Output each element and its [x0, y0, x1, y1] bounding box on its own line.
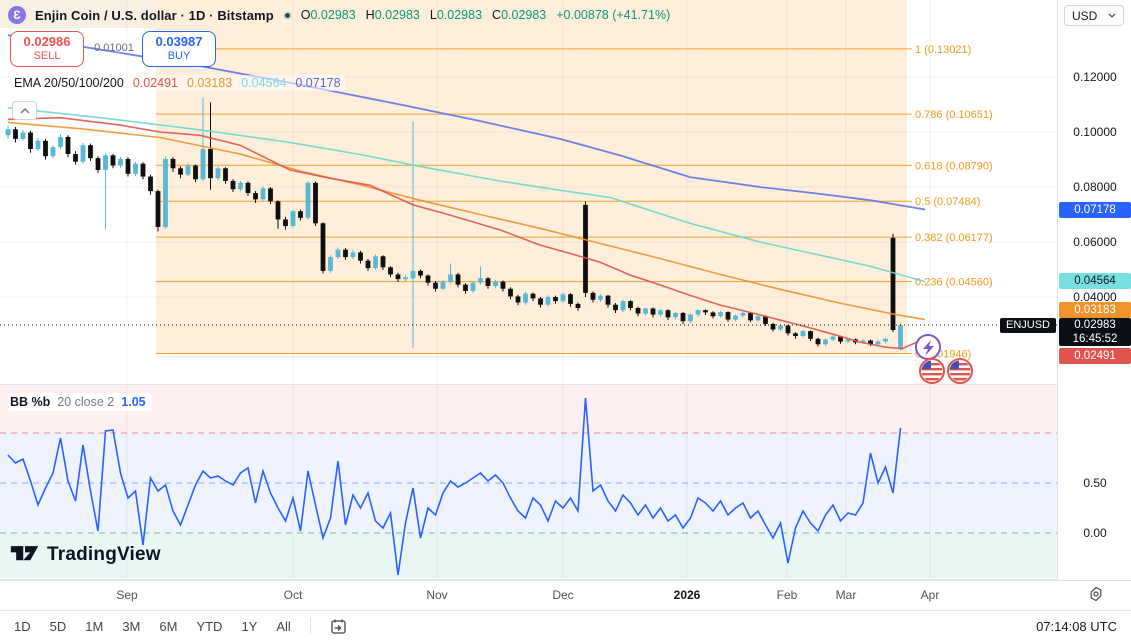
ema20-line	[7, 116, 926, 350]
price-tick-label: 0.10000	[1073, 125, 1117, 139]
clock-utc[interactable]: 07:14:08 UTC	[1036, 618, 1117, 634]
price-tick-label: 0.04000	[1073, 290, 1117, 304]
indicator-price-label: 0.07178	[1059, 202, 1131, 218]
fib-level-label: 0.786 (0.10651)	[915, 109, 993, 121]
bottom-toolbar: 1D 5D 1M 3M 6M YTD 1Y All 07:14:08 UTC	[0, 610, 1131, 641]
collapse-pane-button[interactable]	[12, 101, 37, 120]
ohlc-values: O0.02983 H0.02983 L0.02983 C0.02983 +0.0…	[300, 8, 671, 22]
ema50-line	[7, 121, 926, 321]
fib-level-label: 0.5 (0.07484)	[915, 196, 980, 208]
enjin-logo-icon: Ɛ	[8, 6, 26, 24]
buy-button[interactable]: 0.03987 BUY	[142, 31, 216, 67]
settings-gear-icon[interactable]	[1088, 586, 1104, 602]
bb-tick-label: 0.00	[1083, 526, 1107, 540]
range-button-3m[interactable]: 3M	[122, 618, 141, 634]
sell-button[interactable]: 0.02986 SELL	[10, 31, 84, 67]
go-to-date-button[interactable]	[330, 618, 347, 635]
range-button-1m[interactable]: 1M	[85, 618, 104, 634]
indicator-price-label: 0.03183	[1059, 302, 1131, 318]
spread-value: 0.01001	[94, 42, 134, 54]
time-axis-label: Mar	[835, 588, 857, 602]
symbol-header: Ɛ Enjin Coin / U.S. dollar · 1D · Bitsta…	[8, 4, 670, 26]
lightning-event-icon[interactable]	[915, 334, 941, 360]
bb-indicator-legend[interactable]: BB %b 20 close 2 1.05	[8, 393, 152, 411]
price-tick-label: 0.12000	[1073, 70, 1117, 84]
time-axis-label: Oct	[283, 588, 303, 602]
change-value: +0.00878 (+41.71%)	[556, 8, 671, 22]
indicator-price-label: 0.02491	[1059, 348, 1131, 364]
time-axis-label: 2026	[673, 588, 701, 602]
bb-current-value: 1.05	[121, 395, 146, 409]
range-button-ytd[interactable]: YTD	[196, 618, 223, 634]
currency-dropdown[interactable]: USD	[1064, 5, 1124, 26]
bar-countdown: 16:45:52	[1072, 333, 1118, 345]
time-axis-label: Feb	[776, 588, 798, 602]
indicator-price-label: 0.04564	[1059, 273, 1131, 289]
fib-level-label: 0.382 (0.06177)	[915, 232, 993, 244]
series-status-dot-icon	[282, 10, 292, 20]
candlestick-series	[5, 97, 903, 351]
header-background	[0, 0, 156, 28]
price-tick-label: 0.08000	[1073, 180, 1117, 194]
bb-percent-b-line	[7, 397, 902, 576]
tradingview-logo[interactable]: TradingView	[10, 543, 161, 567]
ema50-value: 0.03183	[187, 76, 233, 90]
fib-level-label: 0.236 (0.04560)	[915, 277, 993, 289]
price-line-symbol-badge: ENJUSD	[1000, 318, 1057, 333]
fib-level-label: 0.618 (0.08790)	[915, 160, 993, 172]
chevron-down-icon	[1108, 13, 1116, 18]
ema-indicator-legend[interactable]: EMA 20/50/100/200 0.02491 0.03183 0.0456…	[10, 75, 345, 91]
time-axis[interactable]: Sep Oct Nov Dec 2026 Feb Mar Apr	[0, 580, 1131, 610]
range-button-all[interactable]: All	[276, 618, 291, 634]
time-axis-label: Sep	[116, 588, 138, 602]
ema100-line	[7, 107, 926, 283]
bb-oversold-band	[0, 533, 1057, 578]
calendar-icon	[331, 619, 346, 634]
ema100-value: 0.04564	[241, 76, 287, 90]
symbol-title[interactable]: Enjin Coin / U.S. dollar · 1D · Bitstamp	[35, 7, 274, 23]
current-price-label: 0.02983 16:45:52	[1059, 318, 1131, 346]
range-button-1y[interactable]: 1Y	[241, 618, 258, 634]
price-tick-label: 0.06000	[1073, 235, 1117, 249]
time-axis-label: Dec	[552, 588, 574, 602]
range-button-5d[interactable]: 5D	[49, 618, 67, 634]
bb-overbought-band	[0, 385, 1057, 433]
ema20-value: 0.02491	[132, 76, 178, 90]
chart-canvas[interactable]: 1 (0.13021) 0.786 (0.10651) 0.618 (0.08790…	[0, 0, 1057, 580]
ema200-value: 0.07178	[295, 76, 341, 90]
range-button-6m[interactable]: 6M	[159, 618, 178, 634]
tradingview-logo-icon	[10, 546, 39, 561]
fib-level-label: 1 (0.13021)	[915, 44, 971, 56]
fib-retracement-zone	[156, 0, 907, 354]
us-flag-event-icon[interactable]	[947, 358, 973, 384]
bb-tick-label: 0.50	[1083, 476, 1107, 490]
time-axis-label: Nov	[426, 588, 448, 602]
price-axis[interactable]: USD 0.12000 0.10000 0.08000 0.06000 0.04000 …	[1057, 0, 1131, 580]
time-axis-label: Apr	[920, 588, 940, 602]
toolbar-divider	[309, 618, 311, 634]
chevron-up-icon	[19, 107, 30, 114]
range-button-1d[interactable]: 1D	[14, 618, 31, 634]
us-flag-event-icon[interactable]	[919, 358, 945, 384]
